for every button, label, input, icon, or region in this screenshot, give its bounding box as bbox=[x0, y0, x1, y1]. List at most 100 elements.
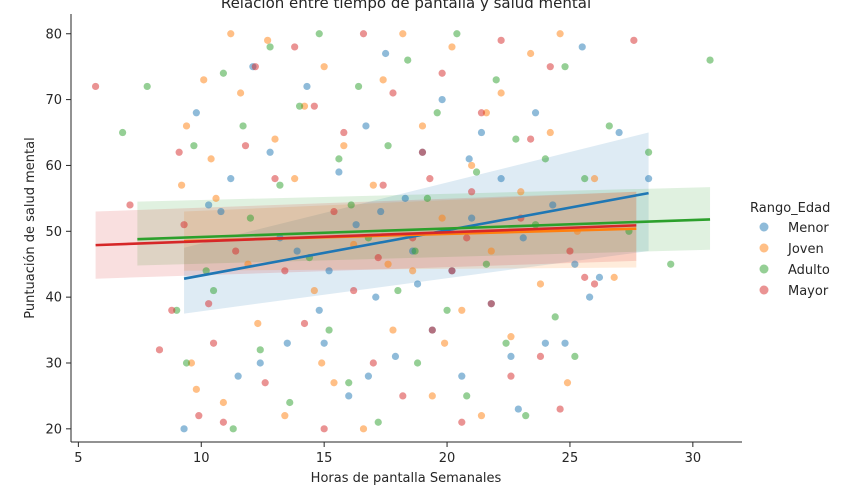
point-mayor bbox=[251, 63, 259, 71]
point-mayor bbox=[418, 148, 427, 156]
x-ticks: 5 10 15 20 25 30 bbox=[74, 442, 701, 466]
point-menor bbox=[578, 43, 586, 51]
point-joven bbox=[330, 379, 338, 387]
point-menor bbox=[531, 109, 540, 117]
point-joven bbox=[409, 267, 417, 275]
point-menor bbox=[293, 247, 301, 255]
point-mayor bbox=[428, 326, 436, 334]
point-adulto bbox=[453, 30, 461, 38]
point-joven bbox=[546, 128, 554, 137]
point-mayor bbox=[556, 405, 564, 413]
point-adulto bbox=[246, 214, 255, 222]
y-tick-label: 50 bbox=[45, 225, 62, 240]
point-adulto bbox=[411, 247, 419, 255]
point-adulto bbox=[423, 194, 431, 202]
x-tick-label: 10 bbox=[193, 451, 210, 466]
point-mayor bbox=[232, 247, 240, 255]
point-adulto bbox=[581, 175, 589, 183]
point-adulto bbox=[239, 122, 247, 130]
point-mayor bbox=[566, 247, 574, 255]
x-tick-label: 30 bbox=[685, 451, 702, 466]
point-mayor bbox=[426, 175, 434, 183]
point-menor bbox=[615, 128, 623, 137]
point-menor bbox=[561, 339, 569, 347]
point-adulto bbox=[295, 102, 304, 110]
point-menor bbox=[192, 109, 200, 117]
point-joven bbox=[590, 175, 599, 183]
point-joven bbox=[497, 89, 505, 97]
point-mayor bbox=[91, 82, 100, 91]
point-menor bbox=[325, 267, 333, 275]
point-adulto bbox=[404, 56, 412, 64]
point-mayor bbox=[168, 306, 176, 314]
legend-label-joven: Joven bbox=[787, 242, 824, 257]
point-joven bbox=[458, 306, 466, 314]
point-adulto bbox=[325, 326, 333, 334]
ci-band-menor bbox=[184, 132, 649, 314]
point-adulto bbox=[202, 267, 210, 275]
y-tick-label: 40 bbox=[45, 291, 62, 306]
point-joven bbox=[507, 333, 515, 341]
point-adulto bbox=[482, 260, 490, 268]
point-adulto bbox=[443, 306, 451, 314]
point-adulto bbox=[463, 392, 471, 400]
x-tick-label: 25 bbox=[562, 451, 579, 466]
point-adulto bbox=[645, 148, 653, 156]
point-adulto bbox=[345, 379, 353, 387]
point-menor bbox=[180, 425, 188, 433]
point-joven bbox=[200, 76, 208, 84]
point-mayor bbox=[369, 359, 377, 367]
point-adulto bbox=[190, 142, 198, 150]
y-ticks: 20 30 40 50 60 70 80 bbox=[45, 27, 71, 437]
ci-band-adulto bbox=[137, 187, 711, 266]
point-menor bbox=[234, 372, 242, 380]
point-mayor bbox=[590, 280, 599, 288]
x-axis-label: Horas de pantalla Semanales bbox=[311, 471, 502, 486]
point-mayor bbox=[281, 267, 289, 275]
point-joven bbox=[320, 63, 328, 71]
point-mayor bbox=[630, 36, 638, 44]
point-menor bbox=[382, 49, 390, 58]
regression-lines bbox=[95, 191, 711, 280]
point-mayor bbox=[291, 43, 299, 51]
point-mayor bbox=[340, 128, 348, 137]
y-tick-label: 30 bbox=[45, 356, 62, 371]
point-mayor bbox=[546, 63, 554, 71]
point-menor bbox=[227, 175, 235, 183]
point-mayor bbox=[374, 254, 382, 262]
point-joven bbox=[318, 359, 326, 367]
point-menor bbox=[465, 155, 473, 163]
point-menor bbox=[549, 201, 557, 209]
point-adulto bbox=[143, 82, 151, 91]
point-joven bbox=[610, 273, 618, 281]
point-adulto bbox=[492, 76, 500, 84]
legend-label-adulto: Adulto bbox=[788, 263, 830, 278]
point-joven bbox=[340, 142, 348, 150]
point-mayor bbox=[330, 207, 338, 216]
point-menor bbox=[372, 293, 380, 301]
legend-marker-menor bbox=[759, 222, 769, 232]
point-adulto bbox=[347, 201, 355, 209]
point-menor bbox=[519, 234, 527, 242]
point-mayor bbox=[209, 339, 218, 347]
point-menor bbox=[507, 352, 515, 360]
point-menor bbox=[303, 82, 311, 91]
point-mayor bbox=[350, 286, 358, 295]
point-mayor bbox=[487, 300, 495, 308]
legend-label-mayor: Mayor bbox=[788, 284, 829, 299]
point-joven bbox=[264, 36, 272, 44]
regression-line-adulto bbox=[137, 218, 711, 241]
point-adulto bbox=[286, 398, 294, 407]
point-menor bbox=[217, 207, 225, 216]
legend-title: Rango_Edad bbox=[750, 201, 830, 216]
point-adulto bbox=[266, 43, 274, 51]
point-joven bbox=[389, 326, 397, 334]
point-adulto bbox=[119, 128, 127, 137]
point-menor bbox=[345, 392, 353, 400]
point-joven bbox=[178, 181, 186, 189]
point-joven bbox=[291, 175, 299, 183]
point-mayor bbox=[463, 234, 471, 242]
point-adulto bbox=[315, 30, 323, 38]
legend-marker-mayor bbox=[759, 285, 769, 295]
